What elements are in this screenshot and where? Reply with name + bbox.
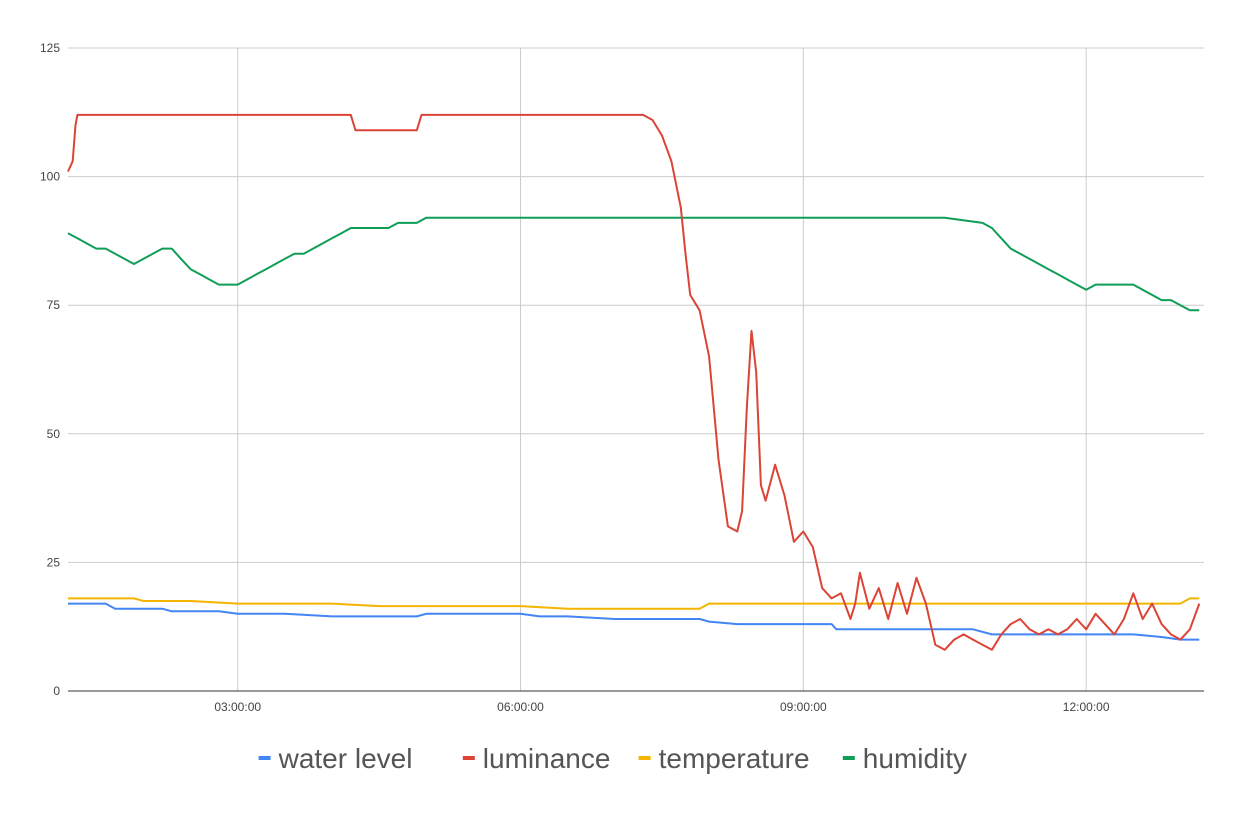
- series-line-luminance: [67, 113, 1201, 651]
- x-tick-label: 09:00:00: [780, 700, 827, 714]
- legend-label: water level: [278, 743, 413, 774]
- legend-swatch: [462, 756, 475, 760]
- y-tick-label: 50: [47, 427, 61, 441]
- y-tick-label: 25: [47, 555, 61, 569]
- y-axis-tick-labels: 0 25 50 75 100 125: [40, 41, 60, 698]
- series-line-water-level: [68, 602, 1200, 641]
- x-tick-label: 12:00:00: [1063, 700, 1110, 714]
- x-tick-label: 06:00:00: [497, 700, 544, 714]
- series-line-temperature: [68, 597, 1200, 610]
- chart-grid: [68, 47, 1204, 691]
- legend-label: humidity: [863, 743, 967, 774]
- legend-swatch: [638, 756, 651, 760]
- series-line-humidity: [67, 216, 1200, 312]
- legend-item: water level: [258, 743, 413, 774]
- legend-swatch: [842, 756, 855, 760]
- y-tick-label: 125: [40, 41, 60, 55]
- y-tick-label: 0: [53, 684, 60, 698]
- legend-swatch: [258, 756, 271, 760]
- legend-item: luminance: [462, 743, 611, 774]
- legend-item: temperature: [638, 743, 810, 774]
- legend-item: humidity: [842, 743, 967, 774]
- y-tick-label: 75: [47, 298, 61, 312]
- legend-label: luminance: [483, 743, 611, 774]
- x-axis-tick-labels: 03:00:00 06:00:00 09:00:00 12:00:00: [214, 700, 1110, 714]
- legend-label: temperature: [659, 743, 810, 774]
- x-tick-label: 03:00:00: [214, 700, 261, 714]
- y-tick-label: 100: [40, 170, 60, 184]
- chart-legend: water level luminance temperature humidity: [258, 743, 967, 774]
- chart-series: [67, 113, 1201, 651]
